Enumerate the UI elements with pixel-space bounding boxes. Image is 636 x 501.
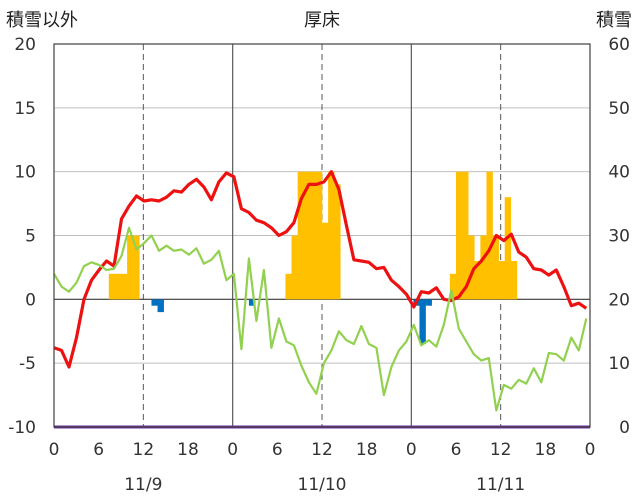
x-tick-label: 6 — [93, 440, 104, 460]
snow-bar — [303, 171, 311, 300]
x-tick-label: 0 — [227, 440, 238, 460]
y-left-tick-label: 15 — [14, 99, 36, 119]
snow-bar — [315, 171, 323, 300]
snow-bar — [510, 261, 518, 300]
blue-bar — [425, 299, 432, 306]
y-right-tick-label: 60 — [608, 35, 630, 55]
snow-bar — [480, 235, 487, 300]
snow-bar — [449, 273, 457, 300]
blue-bar — [157, 299, 164, 313]
snow-bar — [127, 235, 134, 300]
snow-bar — [121, 273, 128, 300]
red-series-line — [53, 170, 588, 369]
x-tick-label: 0 — [585, 440, 596, 460]
y-right-tick-label: 30 — [608, 227, 630, 247]
x-tick-label: 18 — [356, 440, 378, 460]
blue-bar — [419, 299, 426, 345]
snow-bar — [462, 171, 469, 300]
day-label: 11/10 — [298, 475, 347, 495]
y-left-tick-label: 20 — [14, 35, 36, 55]
snow-bar — [498, 261, 506, 300]
snow-bar — [468, 235, 475, 300]
day-label: 11/9 — [124, 475, 162, 495]
x-tick-label: 6 — [451, 440, 462, 460]
x-tick-label: 0 — [49, 440, 60, 460]
snow-bar — [504, 197, 512, 300]
x-tick-label: 0 — [406, 440, 417, 460]
y-right-tick-label: 10 — [608, 354, 630, 374]
y-left-tick-label: -10 — [8, 418, 36, 438]
snow-bar — [133, 235, 140, 300]
x-tick-label: 12 — [311, 440, 333, 460]
snow-bar — [108, 273, 116, 300]
snow-bar — [114, 273, 122, 300]
snow-depth-bars — [108, 171, 518, 300]
y-right-tick-label: 50 — [608, 99, 630, 119]
x-tick-label: 18 — [535, 440, 557, 460]
snow-bar — [486, 171, 493, 300]
snow-bar — [474, 261, 481, 300]
chart-title: 厚床 — [304, 10, 340, 31]
x-tick-label: 6 — [272, 440, 283, 460]
y-left-tick-label: -5 — [19, 354, 36, 374]
snow-bar — [297, 171, 305, 300]
y-left-tick-label: 5 — [25, 227, 36, 247]
y-right-tick-label: 20 — [608, 290, 630, 310]
y-axis-right-label: 積雪 — [596, 10, 632, 31]
snow-bar — [291, 235, 298, 300]
snow-bar — [285, 273, 292, 300]
x-tick-label: 12 — [133, 440, 155, 460]
snow-bar — [322, 222, 329, 300]
snow-bar — [309, 171, 317, 300]
plot-frame — [53, 43, 591, 428]
snow-bar — [334, 184, 341, 300]
green-series-line — [53, 226, 588, 412]
x-tick-label: 18 — [177, 440, 199, 460]
y-axis-left-label: 積雪以外 — [6, 10, 78, 31]
snow-bar — [492, 235, 499, 300]
day-label: 11/11 — [476, 475, 525, 495]
snow-bar — [456, 171, 463, 300]
y-left-tick-label: 10 — [14, 163, 36, 183]
y-left-tick-label: 0 — [25, 290, 36, 310]
blue-bar — [248, 299, 256, 306]
x-tick-label: 12 — [490, 440, 512, 460]
blue-bar — [151, 299, 158, 306]
y-right-tick-label: 40 — [608, 163, 630, 183]
grid-lines — [54, 44, 590, 427]
snow-bar — [328, 171, 335, 300]
blue-bars — [151, 299, 432, 345]
y-right-tick-label: 0 — [619, 418, 630, 438]
